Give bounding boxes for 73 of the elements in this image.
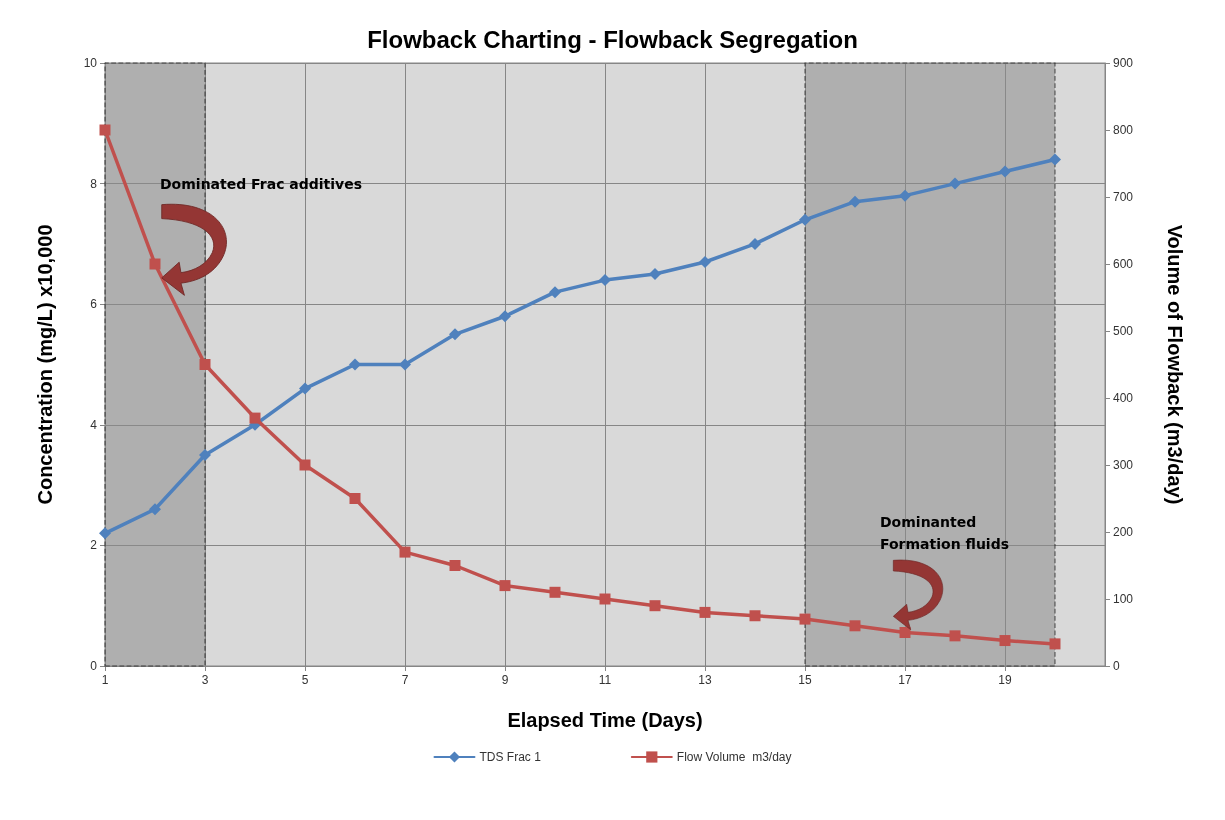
point bbox=[449, 560, 461, 571]
y2-tick-label: 100 bbox=[1113, 592, 1134, 606]
point bbox=[549, 586, 561, 598]
y2-tick-label: 200 bbox=[1113, 525, 1134, 539]
point bbox=[499, 580, 511, 592]
point bbox=[1049, 153, 1061, 166]
point bbox=[1049, 638, 1061, 650]
x-tick-label: 11 bbox=[598, 673, 612, 687]
y-tick-label: 2 bbox=[90, 538, 98, 553]
annotation: Dominanted Formation fluids bbox=[880, 514, 1010, 553]
legend-label: Flow Volume m3/day bbox=[676, 750, 792, 764]
y2-tick-label: 300 bbox=[1113, 458, 1134, 472]
point bbox=[499, 310, 511, 323]
point bbox=[849, 195, 861, 208]
x-tick-label: 15 bbox=[798, 673, 812, 687]
point bbox=[149, 503, 161, 516]
point bbox=[899, 627, 911, 638]
point bbox=[99, 124, 111, 136]
point bbox=[599, 274, 611, 287]
y-tick-label: 8 bbox=[90, 176, 98, 191]
y2-tick-label: 600 bbox=[1113, 257, 1134, 271]
point bbox=[949, 177, 961, 190]
y-axis-title: Concentration (mg/L) x10,000 bbox=[34, 224, 56, 505]
point bbox=[699, 255, 711, 268]
point bbox=[99, 527, 111, 540]
point bbox=[799, 613, 811, 625]
point bbox=[999, 165, 1011, 178]
y2-tick-label: 700 bbox=[1113, 190, 1134, 204]
x-tick-label: 13 bbox=[698, 673, 712, 687]
point bbox=[349, 358, 361, 371]
point bbox=[299, 382, 311, 395]
point bbox=[249, 412, 261, 424]
y2-tick-label: 900 bbox=[1113, 56, 1134, 70]
x-tick-label: 17 bbox=[898, 673, 912, 687]
point bbox=[749, 610, 761, 622]
point bbox=[699, 606, 711, 618]
point bbox=[199, 359, 211, 370]
annotation: Dominated Frac additives bbox=[160, 175, 363, 192]
y2-tick-label: 0 bbox=[1113, 659, 1120, 673]
chart-title: Flowback Charting - Flowback Segregation bbox=[367, 25, 858, 53]
x-axis-title: Elapsed Time (Days) bbox=[507, 709, 703, 731]
y-tick-label: 10 bbox=[83, 56, 98, 70]
point bbox=[649, 600, 661, 612]
y2-tick-label: 500 bbox=[1113, 324, 1134, 338]
x-tick-label: 9 bbox=[501, 673, 509, 687]
x-tick-label: 19 bbox=[998, 673, 1012, 687]
point bbox=[749, 237, 761, 250]
point bbox=[449, 328, 461, 341]
x-tick-label: 1 bbox=[101, 673, 109, 687]
y-tick-label: 0 bbox=[90, 659, 98, 673]
point bbox=[349, 493, 361, 504]
x-tick-label: 5 bbox=[301, 673, 309, 687]
point bbox=[649, 268, 661, 281]
point bbox=[849, 620, 861, 632]
point bbox=[399, 546, 411, 558]
point bbox=[299, 459, 311, 471]
y-tick-label: 6 bbox=[90, 297, 98, 312]
y2-axis-title: Volume of Flowback (m3/day) bbox=[1164, 224, 1186, 505]
point bbox=[949, 630, 961, 642]
x-tick-label: 7 bbox=[401, 673, 409, 687]
y-tick-label: 4 bbox=[90, 417, 98, 432]
point bbox=[799, 213, 811, 226]
point bbox=[399, 358, 411, 371]
point bbox=[549, 286, 561, 299]
x-tick-label: 3 bbox=[201, 673, 209, 687]
y2-tick-label: 800 bbox=[1113, 123, 1134, 137]
point bbox=[199, 448, 211, 461]
legend-label: TDS Frac 1 bbox=[479, 750, 542, 764]
y2-tick-label: 400 bbox=[1113, 391, 1134, 405]
point bbox=[899, 189, 911, 202]
point bbox=[149, 258, 161, 270]
point bbox=[599, 593, 611, 605]
point bbox=[999, 635, 1011, 647]
